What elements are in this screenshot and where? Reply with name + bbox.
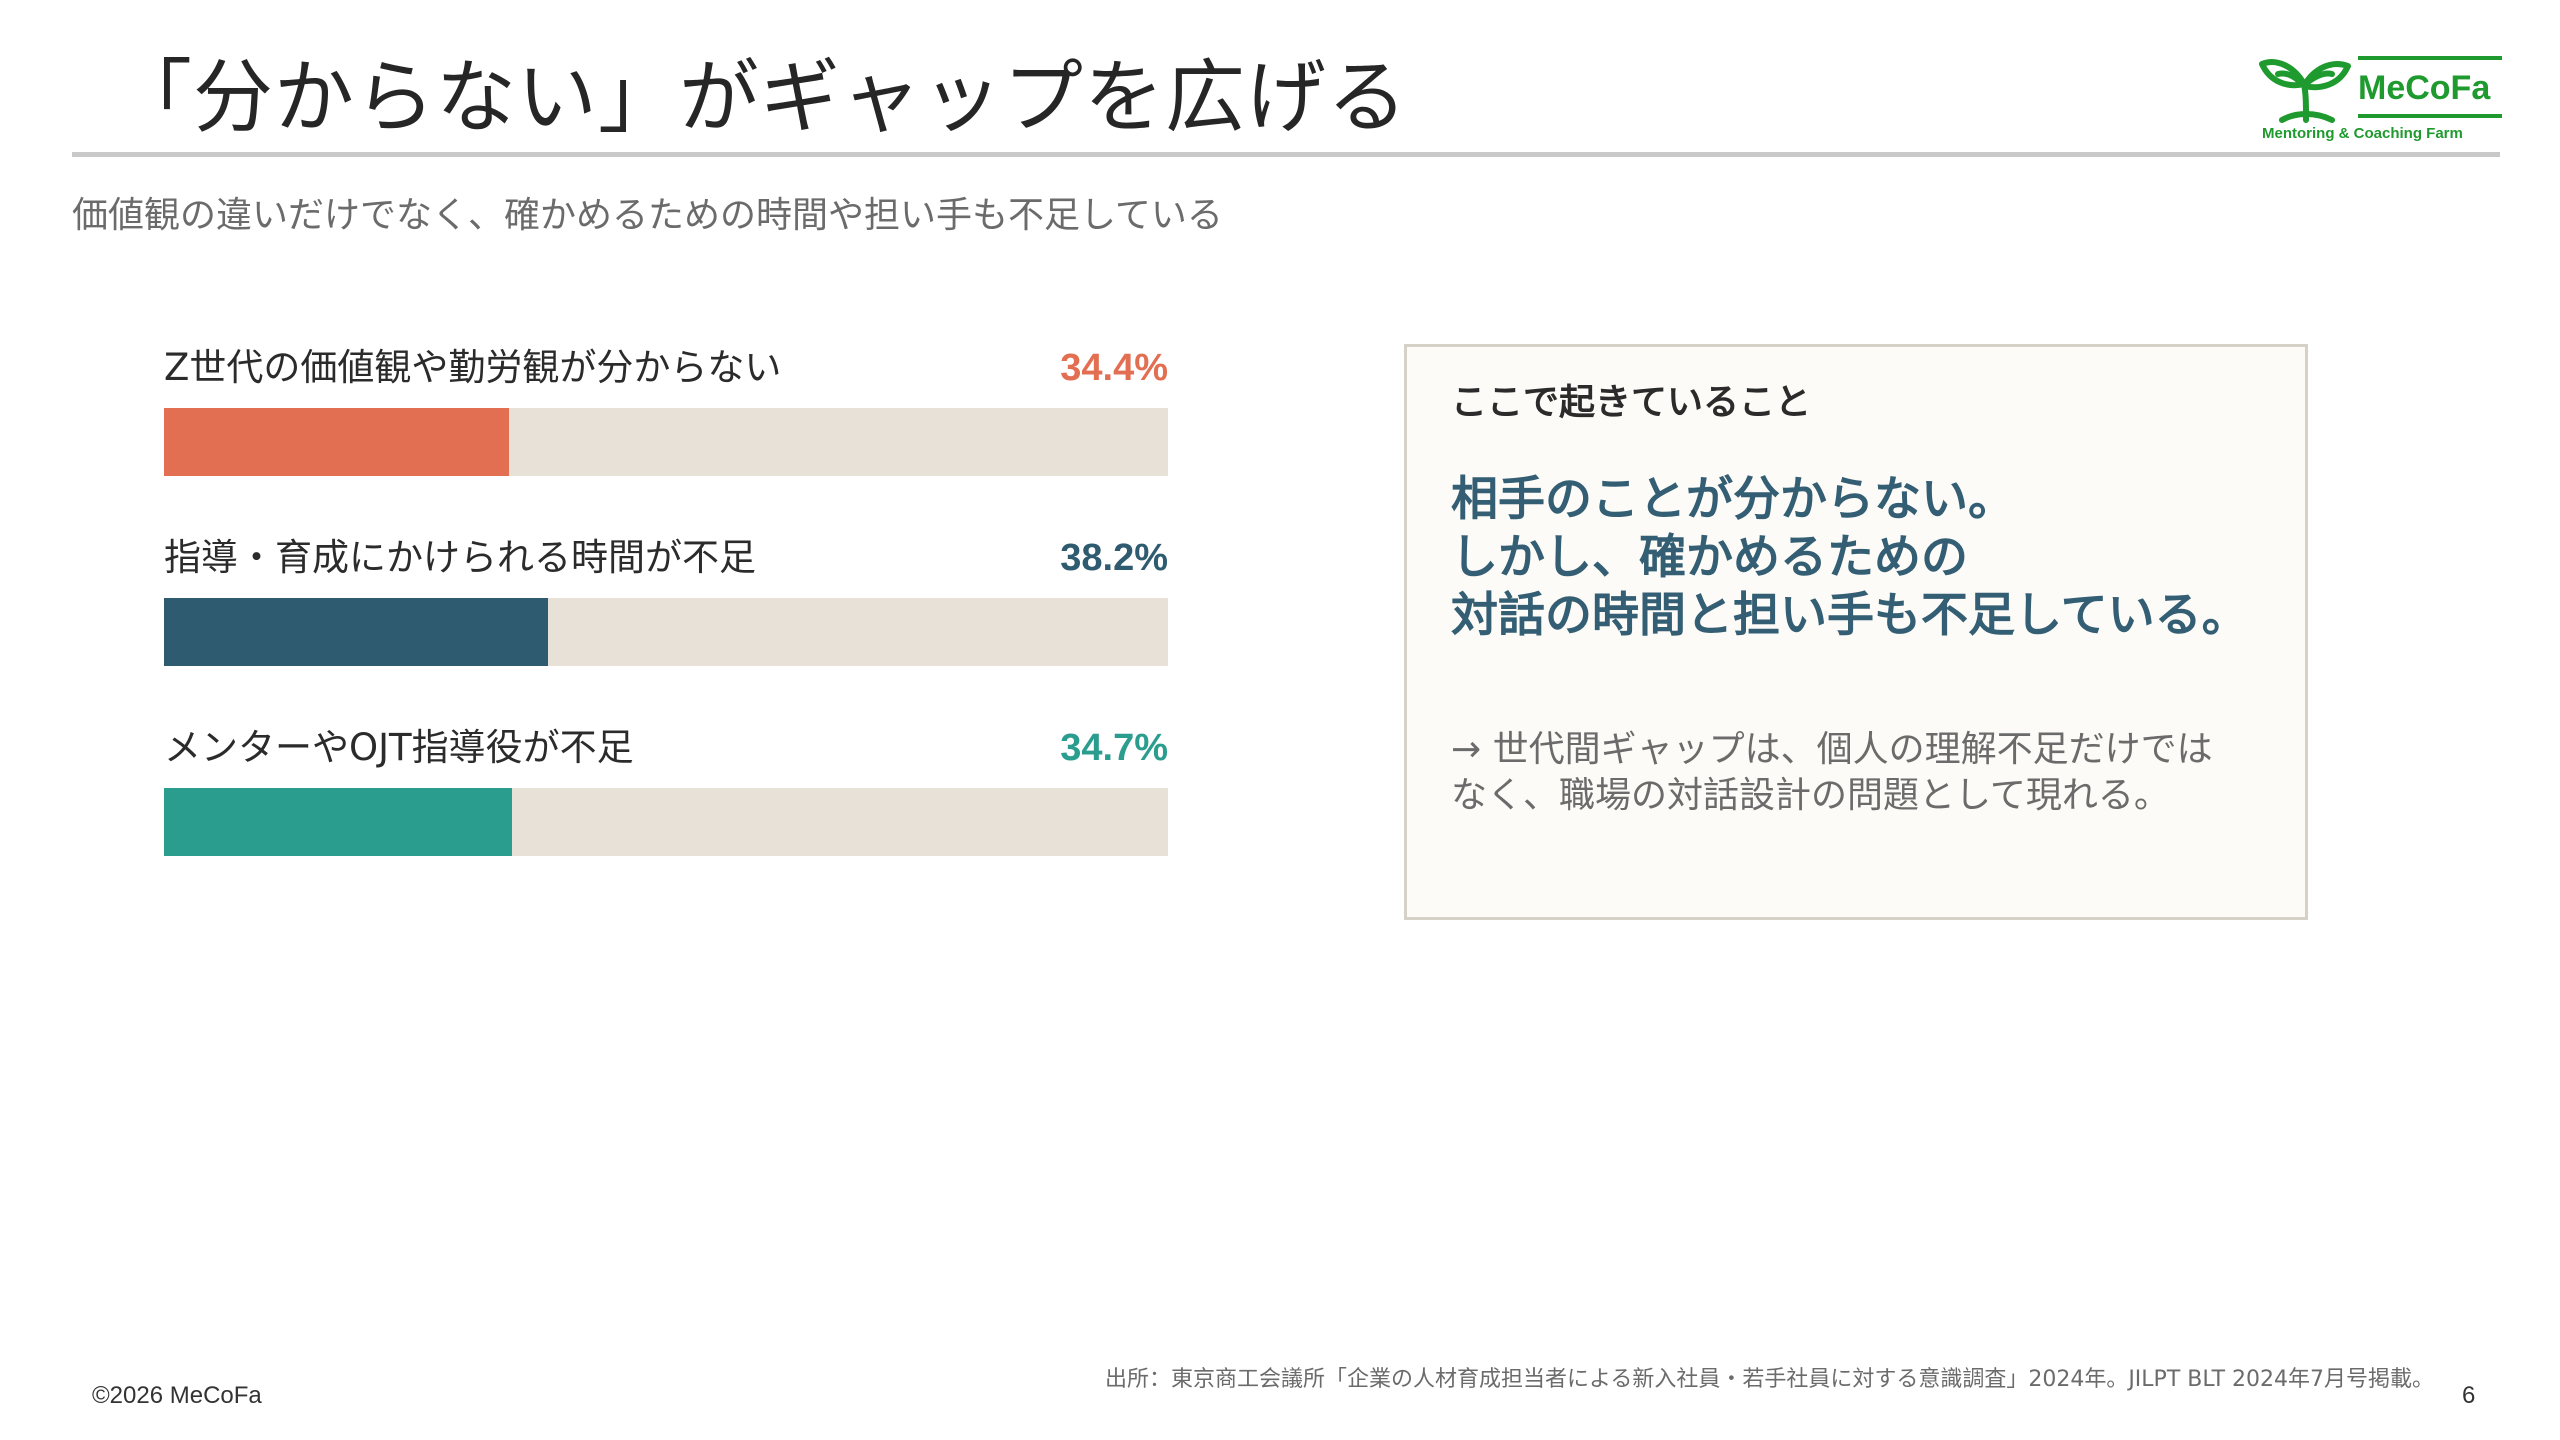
callout-main-message: 相手のことが分からない。 しかし、確かめるための 対話の時間と担い手も不足してい… [1451, 471, 2249, 645]
bar-chart: Z世代の価値観や勤労観が分からない 34.4% 指導・育成にかけられる時間が不足 38… [164, 340, 1168, 860]
bar-fill [164, 408, 509, 476]
logo-name: MeCoFa [2358, 69, 2491, 107]
title-divider [72, 152, 2500, 157]
logo-bottom-rule [2358, 114, 2502, 118]
sprout-icon [2259, 59, 2351, 123]
slide-title: 「分からない」がギャップを広げる [112, 51, 1408, 144]
bar-value-label: 38.2% [1060, 537, 1168, 579]
callout-box: ここで起きていること 相手のことが分からない。 しかし、確かめるための 対話の時… [1404, 344, 2308, 920]
bar-group: 指導・育成にかけられる時間が不足 38.2% [164, 530, 1168, 690]
copyright: ©2026 MeCoFa [92, 1382, 262, 1409]
callout-main-line: 相手のことが分からない。 [1451, 472, 2015, 527]
mecofa-logo: MeCoFa Mentoring & Coaching Farm [2256, 48, 2504, 152]
bar-value-label: 34.7% [1060, 727, 1168, 769]
bar-fill [164, 598, 548, 666]
callout-note: → 世代間ギャップは、個人の理解不足だけでは なく、職場の対話設計の問題として現… [1451, 727, 2213, 819]
callout-main-line: しかし、確かめるための [1451, 530, 1968, 585]
bar-category-label: 指導・育成にかけられる時間が不足 [164, 536, 756, 579]
bar-track [164, 408, 1168, 476]
bar-fill [164, 788, 512, 856]
source-citation: 出所：東京商工会議所「企業の人材育成担当者による新入社員・若手社員に対する意識調… [1104, 1367, 2434, 1392]
callout-heading: ここで起きていること [1451, 382, 1812, 423]
bar-category-label: Z世代の価値観や勤労観が分からない [164, 346, 782, 389]
bar-category-label: メンターやOJT指導役が不足 [164, 726, 634, 769]
slide-subtitle: 価値観の違いだけでなく、確かめるための時間や担い手も不足している [72, 195, 1223, 236]
bar-group: メンターやOJT指導役が不足 34.7% [164, 720, 1168, 880]
logo-tagline: Mentoring & Coaching Farm [2262, 125, 2463, 142]
logo-top-rule [2358, 56, 2502, 60]
bar-track [164, 598, 1168, 666]
callout-note-line: なく、職場の対話設計の問題として現れる。 [1451, 775, 2170, 816]
bar-value-label: 34.4% [1060, 347, 1168, 389]
bar-group: Z世代の価値観や勤労観が分からない 34.4% [164, 340, 1168, 500]
bar-track [164, 788, 1168, 856]
callout-main-line: 対話の時間と担い手も不足している。 [1451, 588, 2249, 643]
page-number: 6 [2462, 1382, 2476, 1409]
callout-note-line: → 世代間ギャップは、個人の理解不足だけでは [1451, 729, 2213, 770]
